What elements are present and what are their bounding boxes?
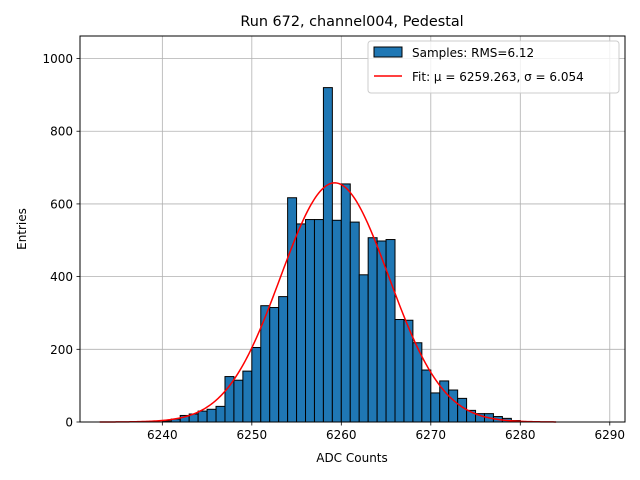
- x-tick-label: 6270: [416, 428, 447, 442]
- histogram-bar: [421, 369, 432, 423]
- histogram-bar: [251, 346, 262, 423]
- legend: Samples: RMS=6.12 Fit: μ = 6259.263, σ =…: [367, 40, 620, 94]
- histogram-bar: [331, 219, 342, 423]
- histogram-bar: [197, 410, 208, 423]
- x-tick-label: 6280: [505, 428, 536, 442]
- fit-curve: [99, 182, 557, 423]
- histogram-bar: [206, 408, 217, 423]
- x-tick-label: 6250: [237, 428, 268, 442]
- histogram-bars: [161, 87, 521, 423]
- y-tick-label: 200: [50, 343, 73, 357]
- histogram-bar: [233, 379, 244, 423]
- histogram-bar: [385, 239, 396, 423]
- histogram-bar: [349, 221, 360, 423]
- y-tick-label: 800: [50, 125, 73, 139]
- histogram-bar: [457, 397, 468, 423]
- x-tick-label: 6260: [326, 428, 357, 442]
- histogram-bar: [448, 389, 459, 423]
- y-axis-ticks: 0 200 400 600 800 1000: [42, 52, 80, 430]
- y-axis-label: Entries: [15, 208, 29, 250]
- x-tick-label: 6240: [147, 428, 178, 442]
- x-axis-label: ADC Counts: [316, 451, 388, 465]
- histogram-bar: [269, 307, 280, 423]
- histogram-bar: [322, 87, 333, 423]
- y-tick-label: 1000: [42, 52, 73, 66]
- chart-title: Run 672, channel004, Pedestal: [240, 14, 463, 30]
- histogram-bar: [430, 392, 441, 423]
- histogram-bar: [296, 223, 307, 423]
- histogram-bar: [376, 240, 387, 423]
- histogram-bar: [340, 183, 351, 423]
- histogram-bar: [394, 319, 405, 423]
- plot-frame: [79, 35, 626, 423]
- histogram-bar: [215, 405, 226, 423]
- y-tick-label: 0: [65, 416, 73, 430]
- y-tick-label: 400: [50, 270, 73, 284]
- legend-histogram-label: Samples: RMS=6.12: [412, 46, 534, 60]
- legend-fit-label: Fit: μ = 6259.263, σ = 6.054: [412, 70, 584, 84]
- histogram-bar: [242, 370, 253, 423]
- fit-curve-group: [99, 182, 557, 423]
- histogram-bar: [287, 197, 298, 423]
- x-tick-label: 6290: [595, 428, 626, 442]
- histogram-bar: [305, 219, 315, 423]
- histogram-bar: [278, 296, 289, 423]
- histogram-bar: [367, 237, 378, 423]
- histogram-bar: [224, 376, 235, 423]
- legend-box: [367, 40, 620, 94]
- y-tick-label: 600: [50, 197, 73, 211]
- histogram-bar: [358, 274, 369, 423]
- histogram-bar: [313, 219, 324, 423]
- legend-histogram-swatch: [373, 46, 403, 58]
- x-axis-ticks: 6240 6250 6260 6270 6280 6290: [147, 422, 625, 442]
